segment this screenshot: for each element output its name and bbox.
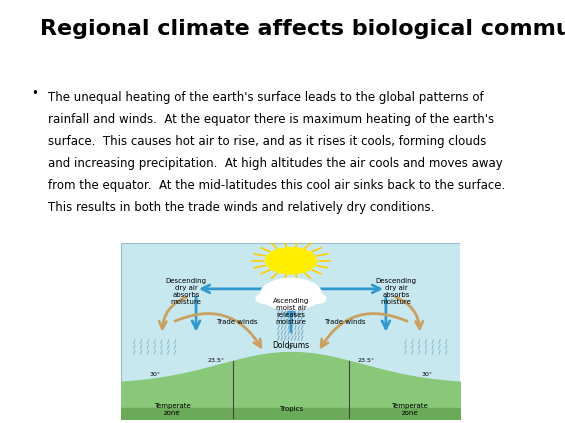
Text: 23.5°: 23.5° [208, 358, 225, 363]
Circle shape [280, 293, 302, 304]
Text: Descending
dry air
absorbs
moisture: Descending dry air absorbs moisture [166, 278, 206, 305]
Text: This results in both the trade winds and relatively dry conditions.: This results in both the trade winds and… [48, 201, 434, 214]
Text: 30°: 30° [421, 371, 432, 376]
Text: Regional climate affects biological communities: Regional climate affects biological comm… [40, 19, 565, 39]
Text: The unequal heating of the earth's surface leads to the global patterns of: The unequal heating of the earth's surfa… [48, 91, 484, 104]
Text: 0°: 0° [288, 345, 294, 350]
Text: 30°: 30° [150, 371, 161, 376]
Text: Tropics: Tropics [279, 406, 303, 412]
Circle shape [256, 294, 275, 303]
Circle shape [266, 247, 316, 274]
Text: Temperate
zone: Temperate zone [154, 403, 191, 416]
Circle shape [261, 289, 287, 302]
Circle shape [260, 278, 321, 310]
Text: and increasing precipitation.  At high altitudes the air cools and moves away: and increasing precipitation. At high al… [48, 157, 503, 170]
Text: surface.  This causes hot air to rise, and as it rises it cools, forming clouds: surface. This causes hot air to rise, an… [48, 135, 486, 148]
Text: Trade winds: Trade winds [216, 319, 258, 325]
Circle shape [307, 294, 326, 303]
Text: from the equator.  At the mid-latitudes this cool air sinks back to the surface.: from the equator. At the mid-latitudes t… [48, 179, 505, 192]
Circle shape [297, 289, 323, 302]
Circle shape [270, 282, 302, 299]
Text: Descending
dry air
absorbs
moisture: Descending dry air absorbs moisture [376, 278, 416, 305]
Text: 23.5°: 23.5° [357, 358, 374, 363]
Circle shape [281, 282, 314, 299]
Text: Doldrums: Doldrums [272, 341, 310, 350]
Text: Ascending
moist air
releases
moisture: Ascending moist air releases moisture [273, 298, 309, 324]
Text: •: • [31, 87, 38, 100]
Text: rainfall and winds.  At the equator there is maximum heating of the earth's: rainfall and winds. At the equator there… [48, 113, 494, 126]
Text: Trade winds: Trade winds [324, 319, 366, 325]
Text: Temperate
zone: Temperate zone [391, 403, 428, 416]
